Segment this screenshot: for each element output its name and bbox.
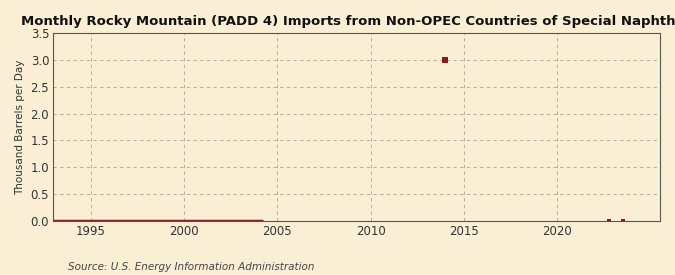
Title: Monthly Rocky Mountain (PADD 4) Imports from Non-OPEC Countries of Special Napht: Monthly Rocky Mountain (PADD 4) Imports … — [21, 15, 675, 28]
Y-axis label: Thousand Barrels per Day: Thousand Barrels per Day — [15, 59, 25, 195]
Text: Source: U.S. Energy Information Administration: Source: U.S. Energy Information Administ… — [68, 262, 314, 272]
